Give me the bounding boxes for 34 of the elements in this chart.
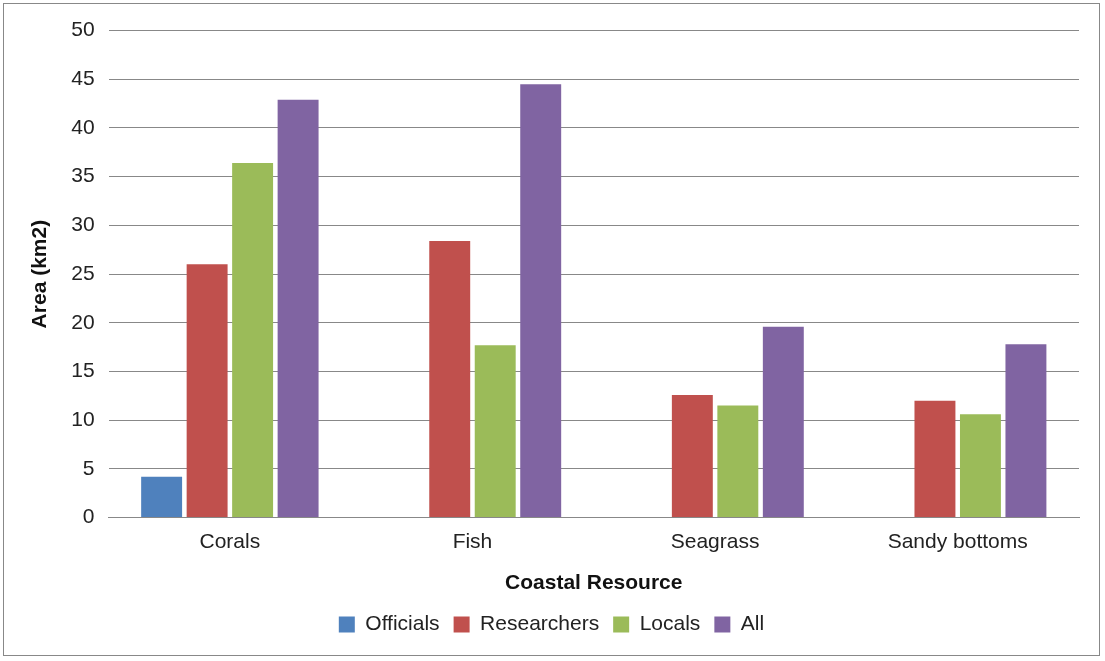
y-tick-label: 5 <box>82 455 95 479</box>
y-axis-title: Area (km2) <box>27 219 51 329</box>
bar <box>232 163 274 518</box>
bar <box>520 84 562 518</box>
bar <box>429 240 471 518</box>
bar <box>959 414 1001 518</box>
bar <box>186 264 228 518</box>
y-tick-label: 0 <box>82 504 95 528</box>
x-tick-label: Fish <box>452 529 493 552</box>
y-tick-label: 15 <box>71 358 95 382</box>
y-tick-label: 35 <box>71 163 95 187</box>
y-tick-label: 25 <box>71 260 95 284</box>
bar <box>474 345 516 518</box>
legend-label: Officials <box>365 611 440 635</box>
legend-label: Locals <box>639 611 701 635</box>
x-tick-label: Sandy bottoms <box>887 529 1028 552</box>
bar <box>914 400 956 518</box>
bar <box>717 405 759 518</box>
y-tick-label: 50 <box>71 17 95 41</box>
bar <box>671 394 713 518</box>
x-tick-label: Corals <box>199 529 261 552</box>
y-tick-label: 30 <box>71 212 95 236</box>
y-tick-label: 10 <box>71 407 95 430</box>
bar <box>762 326 804 518</box>
y-tick-label: 45 <box>71 66 95 90</box>
x-axis-title: Coastal Resource <box>505 570 683 594</box>
legend-label: All <box>740 611 765 635</box>
legend-label: Researchers <box>480 611 600 635</box>
bar <box>141 476 183 518</box>
bar <box>1005 344 1047 518</box>
bar <box>277 99 319 518</box>
y-tick-label: 20 <box>71 309 95 333</box>
y-tick-label: 40 <box>71 114 95 138</box>
x-tick-label: Seagrass <box>670 529 760 552</box>
